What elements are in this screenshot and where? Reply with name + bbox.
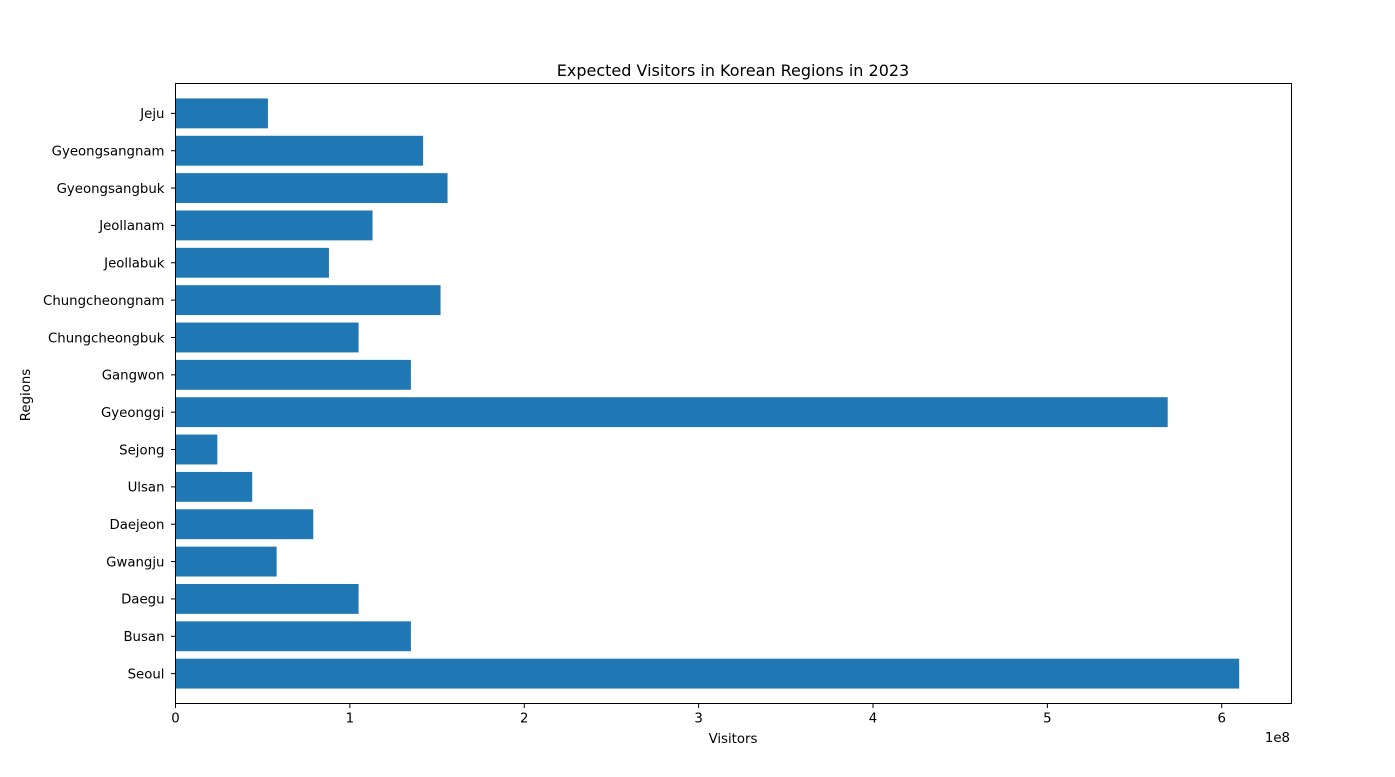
y-tick-label: Chungcheongnam bbox=[43, 294, 164, 309]
y-axis-ticks: Seoul Busan Daegu Gwangju Daejeon Ulsan Sejong… bbox=[43, 107, 176, 682]
x-tick-label: 4 bbox=[869, 712, 877, 727]
bar-chungcheongbuk bbox=[175, 322, 359, 353]
y-tick-label: Daejeon bbox=[109, 518, 164, 533]
bar-sejong bbox=[175, 434, 218, 465]
y-tick-label: Jeollabuk bbox=[103, 257, 165, 272]
bar-daegu bbox=[175, 583, 359, 614]
bar-daejeon bbox=[175, 509, 314, 540]
y-tick-label: Gyeongsangnam bbox=[52, 145, 165, 160]
y-tick-label: Chungcheongbuk bbox=[48, 331, 165, 346]
x-axis-label: Visitors bbox=[709, 732, 758, 747]
y-tick-label: Ulsan bbox=[128, 481, 165, 496]
x-axis-ticks: 0 1 2 3 4 5 6 bbox=[171, 703, 1226, 727]
bar-gyeongsangnam bbox=[175, 135, 424, 166]
y-tick-label: Jeollanam bbox=[98, 219, 164, 234]
bar-jeju bbox=[175, 98, 268, 129]
y-tick-label: Busan bbox=[123, 630, 164, 645]
y-tick-label: Jeju bbox=[139, 107, 164, 122]
x-tick-label: 6 bbox=[1218, 712, 1226, 727]
bar-busan bbox=[175, 621, 411, 652]
y-tick-label: Gyeongsangbuk bbox=[57, 182, 165, 197]
y-tick-label: Gwangju bbox=[106, 555, 164, 570]
x-tick-label: 1 bbox=[346, 712, 354, 727]
x-tick-label: 5 bbox=[1043, 712, 1051, 727]
x-axis-offset-text: 1e8 bbox=[1265, 731, 1290, 746]
y-tick-label: Gangwon bbox=[102, 369, 165, 384]
bar-jeollabuk bbox=[175, 247, 329, 278]
bar-ulsan bbox=[175, 471, 253, 502]
y-tick-label: Daegu bbox=[121, 593, 164, 608]
y-tick-label: Seoul bbox=[128, 667, 165, 682]
x-tick-label: 3 bbox=[694, 712, 702, 727]
bar-gwangju bbox=[175, 546, 277, 577]
bar-jeollanam bbox=[175, 210, 373, 241]
bar-gangwon bbox=[175, 359, 411, 390]
x-tick-label: 2 bbox=[520, 712, 528, 727]
x-tick-label: 0 bbox=[171, 712, 179, 727]
bar-chungcheongnam bbox=[175, 285, 441, 316]
y-tick-label: Sejong bbox=[119, 443, 164, 458]
bar-gyeongsangbuk bbox=[175, 173, 448, 204]
plot-frame bbox=[175, 83, 1292, 704]
bar-gyeonggi bbox=[175, 397, 1168, 428]
bars-group bbox=[175, 98, 1240, 689]
y-axis-label: Regions bbox=[19, 369, 34, 422]
bar-seoul bbox=[175, 658, 1240, 689]
chart-title: Expected Visitors in Korean Regions in 2… bbox=[557, 61, 909, 80]
y-tick-label: Gyeonggi bbox=[101, 406, 165, 421]
